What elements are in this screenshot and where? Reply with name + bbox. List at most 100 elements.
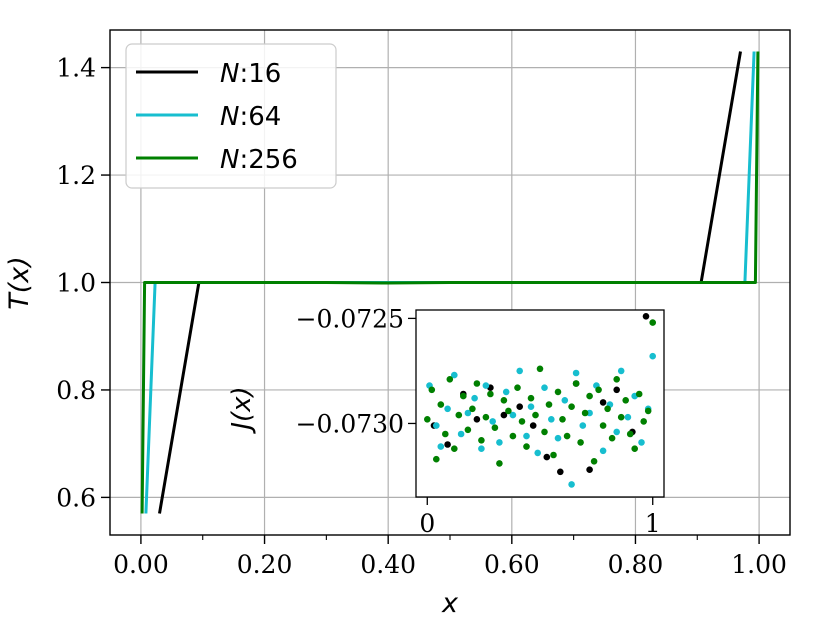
main-y-axis-label: T(x) [4,256,35,310]
inset-point-n16 [444,441,451,448]
legend: N:16 N:64 N:256 [125,43,337,189]
inset-point-n64 [457,430,465,438]
inset-point-n256 [631,445,638,453]
inset-point-n256 [572,380,580,387]
inset-point-n64 [478,445,485,453]
inset-point-n16 [557,468,564,476]
inset-point-n256 [433,455,440,463]
inset-point-n256 [644,407,652,415]
inset-point-n64 [451,371,458,379]
inset-point-n64 [617,367,625,375]
inset-point-n256 [478,437,485,444]
inset-point-n64 [568,481,575,488]
inset-point-n256 [613,376,620,383]
series-line-n256 [140,51,760,514]
inset-point-n16 [599,399,607,406]
inset-point-n256 [437,401,445,408]
legend-box [125,43,337,189]
inset-point-n64 [471,394,478,402]
inset-point-n256 [460,392,467,400]
main-y-tick-label: 1.0 [56,269,96,298]
inset-point-n64 [433,422,440,429]
inset-point-n64 [482,382,490,389]
inset-point-n256 [482,413,490,421]
inset-point-n256 [640,418,647,425]
main-ticks: 0.00 0.20 0.40 0.60 0.80 1.00 0.6 0.8 1.0 1.2 1.4 [56,54,787,579]
inset-point-n256 [442,430,449,438]
inset-point-n256 [451,445,458,453]
inset-y-axis-label: J(x) [227,386,257,434]
main-y-tick-label: 1.4 [56,54,96,83]
inset-point-n256 [455,411,463,419]
inset-point-n256 [635,390,643,398]
inset-point-n64 [523,432,530,440]
inset-point-n16 [543,453,551,461]
legend-label-n256-prefix: N [220,145,239,175]
inset-point-n16 [586,466,593,474]
legend-label-n64: N:64 [220,102,281,132]
inset-point-n256 [617,413,625,421]
inset-point-n256 [554,388,562,396]
inset-point-n256 [514,384,521,392]
inset-point-n256 [509,432,517,440]
inset-point-n256 [518,418,526,425]
inset-point-n64 [534,449,541,457]
main-x-tick-label: 0.00 [113,550,169,579]
main-x-tick-label: 0.20 [237,550,293,579]
main-y-tick-label: 1.2 [56,161,96,190]
inset-point-n16 [473,416,481,423]
inset-point-n256 [608,434,616,442]
inset-point-n64 [638,439,645,446]
main-x-axis-label: x [441,588,459,619]
inset-point-n256 [586,392,593,400]
inset-plot-frame [415,309,665,498]
inset-point-n256 [599,422,607,429]
inset-point-n256 [541,428,548,436]
inset-point-n64 [561,397,569,404]
inset-point-n256 [604,405,611,413]
main-y-tick-label: 0.6 [56,483,96,512]
inset-point-n256 [473,380,481,387]
inset-point-n64 [541,384,548,392]
inset-point-n64 [502,388,510,396]
inset-point-n16 [642,313,650,320]
inset-point-n64 [649,352,656,360]
inset-point-n64 [624,413,632,421]
inset-point-n256 [487,390,494,398]
inset-point-n256 [536,365,544,373]
inset-point-n256 [563,432,571,440]
inset-point-n256 [590,458,598,465]
inset-point-n16 [613,386,620,394]
inset-x-tick-label: 1 [645,509,661,538]
inset-point-n64 [464,409,472,417]
inset-point-n64 [548,416,555,423]
inset-point-n256 [568,403,575,411]
inset-point-n256 [469,405,476,413]
legend-label-n256: N:256 [220,145,298,175]
inset-point-n256 [545,401,553,408]
legend-label-n64-prefix: N [220,102,239,132]
inset-point-n256 [595,386,602,394]
inset-background [416,310,664,497]
inset-point-n64 [437,443,445,450]
inset-point-n256 [496,460,503,467]
inset-points-group [424,313,656,488]
main-series-group [140,51,760,514]
inset-point-n64 [572,369,580,377]
inset-point-n256 [491,424,499,432]
inset-point-n16 [500,411,508,419]
inset-point-n256 [626,430,634,438]
inset-point-n64 [599,447,607,455]
legend-label-n16: N:16 [220,59,281,89]
inset-point-n256 [505,407,512,415]
inset-point-n256 [577,439,584,446]
main-y-tick-label: 0.8 [56,376,96,405]
inset-point-n256 [649,319,656,326]
legend-label-n16-prefix: N [220,59,239,89]
main-x-tick-label: 0.60 [484,550,540,579]
inset-point-n64 [489,418,497,425]
inset-point-n64 [579,422,587,429]
legend-label-n256-suffix: :256 [239,145,297,175]
